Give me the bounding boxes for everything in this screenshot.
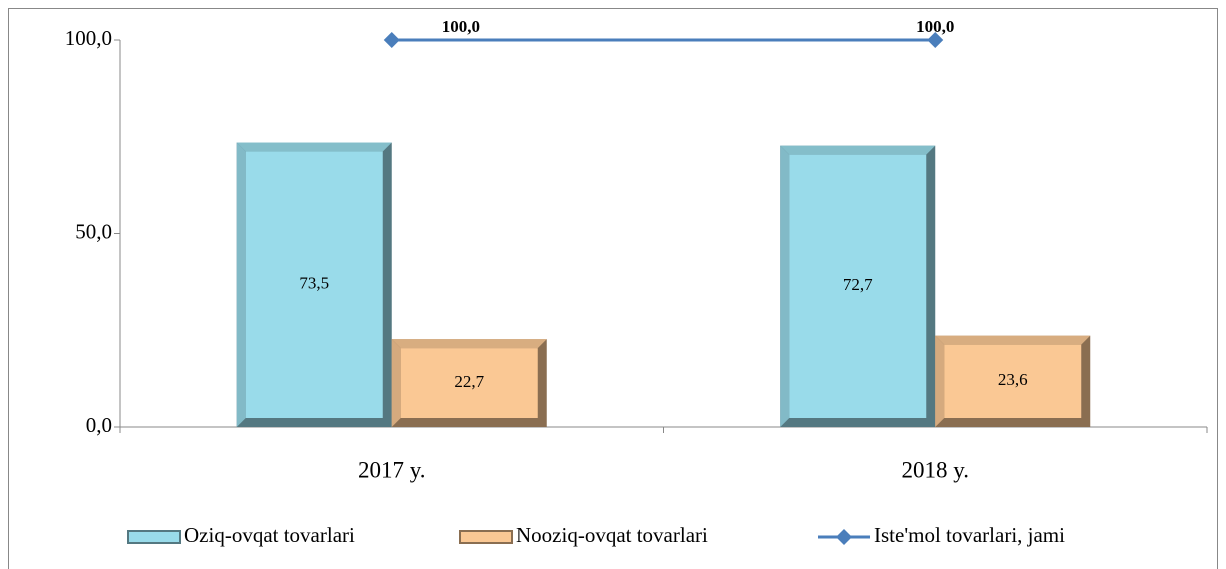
bar-face xyxy=(245,151,383,418)
bar-face xyxy=(400,348,538,418)
chart-border xyxy=(8,8,1218,569)
legend-label: Oziq-ovqat tovarlari xyxy=(184,523,355,547)
bar-bevel xyxy=(780,145,936,155)
bar-face xyxy=(789,154,927,418)
bar-bevel xyxy=(780,145,790,427)
bar-bevel xyxy=(236,142,392,152)
data-label: 100,0 xyxy=(916,17,954,36)
legend-marker xyxy=(836,529,852,545)
x-tick-label: 2017 y. xyxy=(358,457,426,482)
y-tick-label: 0,0 xyxy=(86,413,112,437)
legend-swatch xyxy=(459,530,513,544)
legend-label: Nooziq-ovqat tovarlari xyxy=(516,523,708,547)
data-label: 22,7 xyxy=(454,372,484,391)
data-label: 100,0 xyxy=(442,17,480,36)
legend-swatch xyxy=(127,530,181,544)
line-marker xyxy=(927,32,944,48)
legend-label: Iste'mol tovarlari, jami xyxy=(874,523,1065,547)
data-label: 73,5 xyxy=(299,274,329,293)
y-tick-label: 50,0 xyxy=(75,219,112,243)
x-tick-label: 2018 y. xyxy=(901,457,969,482)
data-label: 72,7 xyxy=(843,275,873,294)
bar-bevel xyxy=(391,339,401,427)
bar-bevel xyxy=(935,335,1091,345)
bar-bevel xyxy=(236,142,246,427)
line-marker xyxy=(383,32,400,48)
bar-bevel xyxy=(391,339,547,349)
bar-bevel xyxy=(935,335,945,427)
data-label: 23,6 xyxy=(998,370,1028,389)
bar-face xyxy=(944,344,1082,418)
y-tick-label: 100,0 xyxy=(65,26,112,50)
